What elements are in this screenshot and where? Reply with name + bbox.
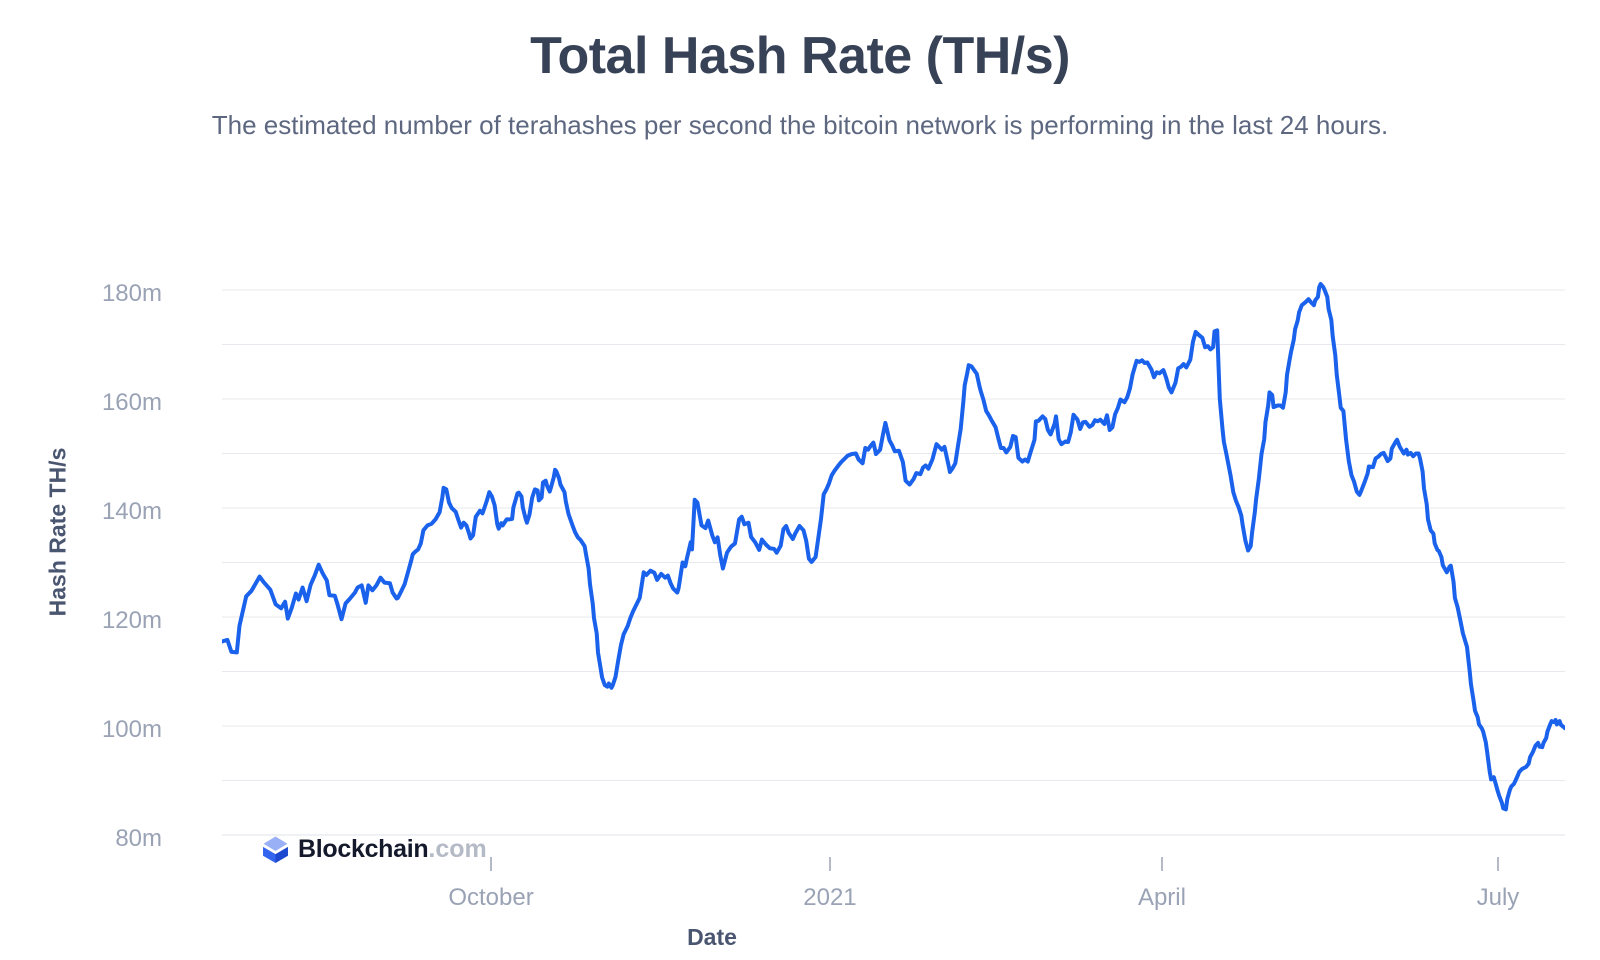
y-axis-title: Hash Rate TH/s [44, 447, 71, 617]
y-tick-label-140m: 140m [101, 497, 162, 525]
blockchain-cube-icon [263, 836, 288, 863]
y-tick-label-100m: 100m [101, 715, 162, 743]
page-title: Total Hash Rate (TH/s) [530, 27, 1070, 85]
hashrate-line [222, 282, 1565, 812]
y-tick-label-160m: 160m [101, 388, 162, 416]
logo-domain: .com [428, 834, 487, 863]
x-tick-label-april: April [1137, 884, 1186, 911]
gridlines [222, 289, 1565, 836]
x-axis-tick-marks [490, 857, 1499, 871]
blockchain-logo[interactable]: Blockchain.com [262, 834, 487, 864]
logo-text: Blockchain [298, 834, 429, 863]
x-tick-label-october: October [448, 884, 534, 911]
y-tick-label-80m: 80m [115, 825, 162, 852]
x-tick-label-2021: 2021 [803, 884, 857, 911]
y-tick-label-180m: 180m [101, 279, 162, 307]
x-axis-title: Date [687, 924, 737, 950]
y-tick-label-120m: 120m [101, 606, 162, 634]
hashrate-line-chart[interactable] [222, 230, 1565, 880]
page-subtitle: The estimated number of terahashes per s… [211, 110, 1389, 140]
x-tick-label-july: July [1476, 884, 1520, 911]
